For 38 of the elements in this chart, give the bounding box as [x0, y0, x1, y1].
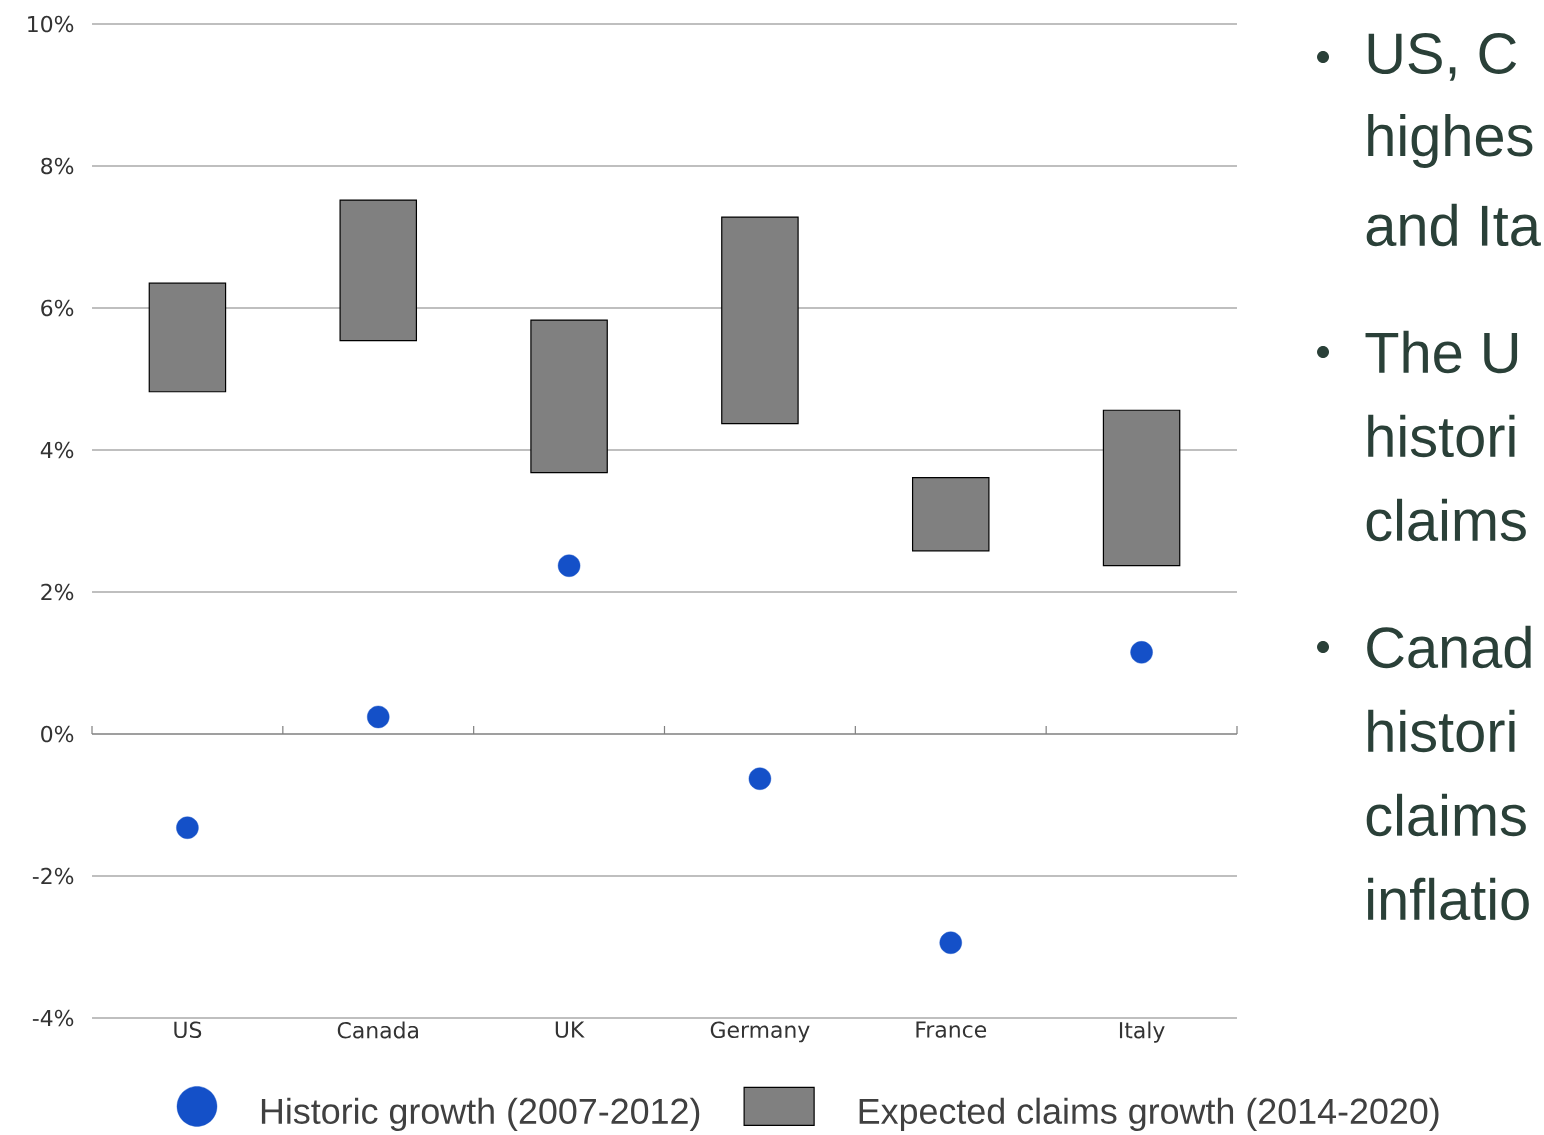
text: US, C: [1368, 33, 1517, 81]
y-tick-label: 2%: [41, 583, 74, 601]
bar: [1102, 409, 1181, 567]
point: [557, 554, 581, 577]
x-tick-label: Italy: [1119, 1021, 1165, 1043]
text: highes: [1368, 114, 1533, 168]
x-tick-label: Canada: [337, 1021, 418, 1039]
bar: [530, 319, 608, 474]
y-tick-label: 0%: [41, 725, 74, 743]
y-tick-label: 4%: [40, 441, 74, 459]
text: The U: [1365, 330, 1518, 374]
point: [748, 767, 772, 790]
text: and Ita: [1366, 203, 1541, 247]
text: claims: [1366, 793, 1526, 837]
bar: [339, 199, 418, 342]
text: inflatio: [1368, 877, 1529, 921]
bar: [148, 282, 227, 393]
legend-label: Historic growth (2007-2012): [261, 1097, 700, 1132]
y-tick-label: 10%: [28, 15, 74, 33]
legend-label: Expected claims growth (2014-2020): [859, 1097, 1439, 1132]
x-tick-label: US: [174, 1021, 202, 1039]
bar: [911, 477, 990, 552]
x-tick-label: France: [916, 1021, 987, 1038]
y-tick-label: 6%: [41, 299, 74, 317]
text: histori: [1368, 709, 1515, 753]
y-tick-label: -4%: [32, 1009, 74, 1027]
y-tick-label: 8%: [41, 157, 74, 175]
text: claims: [1366, 498, 1526, 542]
point: [367, 705, 390, 729]
y-tick-label: -2%: [32, 867, 74, 885]
point: [1130, 641, 1153, 664]
bar: [721, 216, 799, 425]
point: [176, 816, 199, 839]
x-tick-label: Germany: [710, 1021, 810, 1043]
x-tick-label: UK: [555, 1021, 585, 1038]
text: Canad: [1367, 625, 1531, 669]
point: [939, 931, 962, 954]
text: histori: [1368, 414, 1515, 458]
